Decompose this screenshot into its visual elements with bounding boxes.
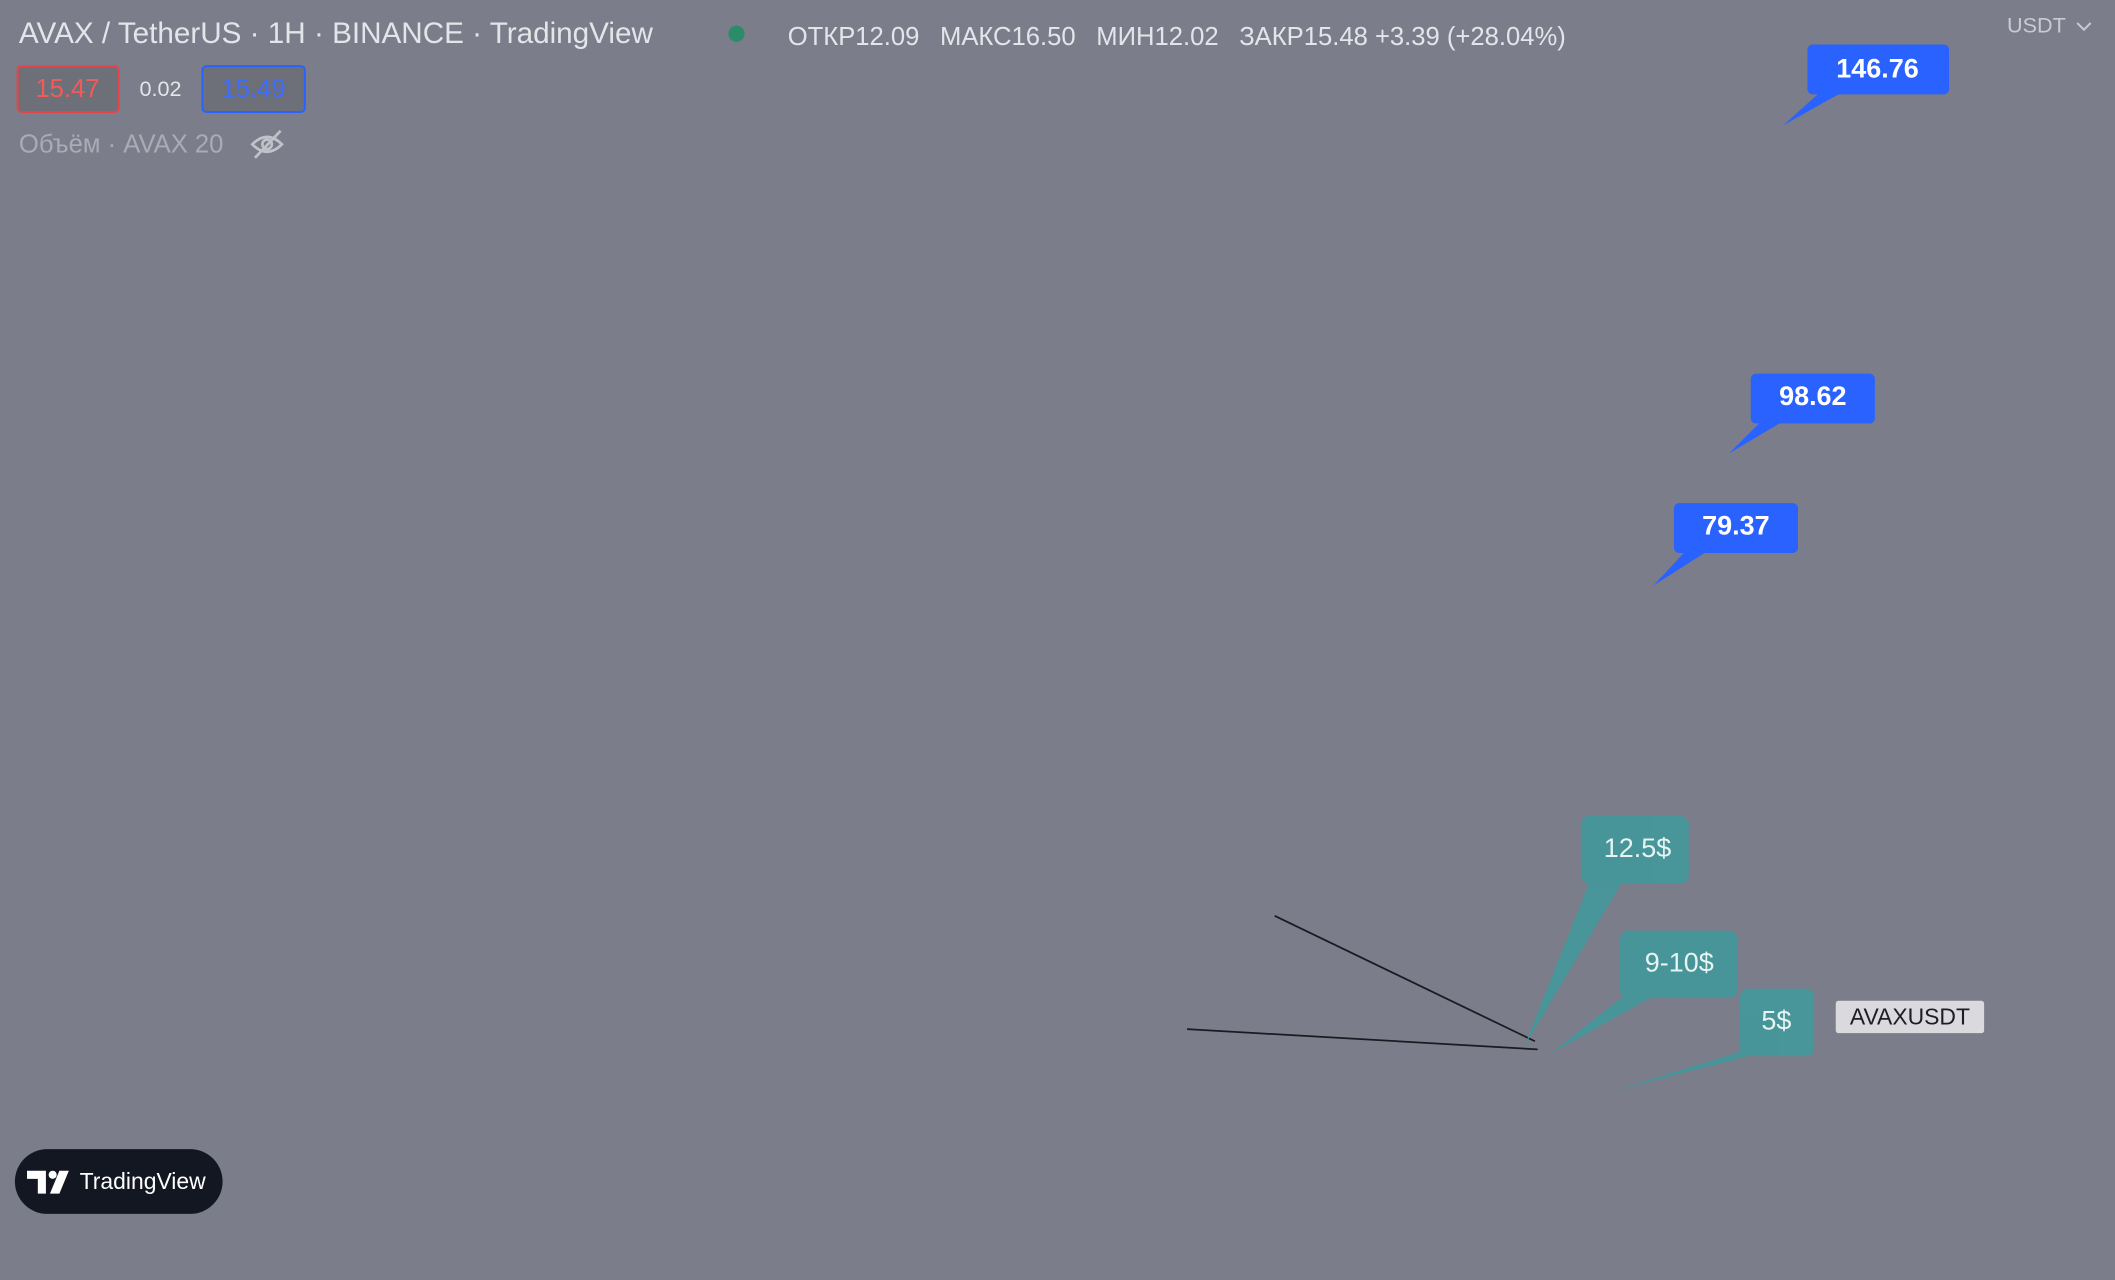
target-text: 5$ (1761, 1006, 1791, 1036)
target-text: 9-10$ (1645, 948, 1714, 978)
callout[interactable]: 146.76 (1783, 44, 1950, 126)
buy-button[interactable] (201, 65, 306, 113)
logo-text: TradingView (80, 1168, 207, 1194)
spread: 0.02 (140, 76, 182, 101)
logo[interactable] (14, 1149, 223, 1214)
volume-legend: Объём · AVAX 20 (19, 130, 223, 158)
callout-text: 146.76 (1836, 53, 1919, 83)
bid-price: 15.47 (35, 75, 99, 103)
ohlc: ОТКР12.09 МАКС16.50 МИН12.02 ЗАКР15.48 +… (788, 23, 1566, 51)
symbol-label-box (1835, 1000, 1985, 1034)
callout[interactable]: 98.62 (1729, 373, 1875, 454)
wedge-lower (1186, 1028, 1538, 1051)
ohlc-label: ОТКР (788, 23, 856, 51)
wedge-upper (1274, 915, 1536, 1043)
ohlc-label: МАКС (940, 23, 1012, 51)
symbol-title: AVAX / TetherUS · 1H · BINANCE · Trading… (19, 17, 654, 50)
ohlc-value: 12.02 (1154, 23, 1218, 51)
status-dot (728, 25, 745, 42)
ohlc-label: ЗАКР (1239, 23, 1304, 51)
eye-icon[interactable] (250, 129, 284, 159)
chevron (2076, 22, 2092, 32)
ohlc-label: МИН (1096, 23, 1154, 51)
callout-text: 79.37 (1702, 511, 1770, 541)
ask-price: 15.49 (222, 75, 286, 103)
sell-button[interactable] (16, 65, 120, 113)
callout-text: 98.62 (1779, 381, 1847, 411)
target-text: 12.5$ (1604, 833, 1672, 863)
ohlc-value: 12.09 (855, 23, 919, 51)
target-callout[interactable] (1551, 930, 1738, 1054)
ohlc-change: +3.39 (+28.04%) (1375, 23, 1566, 51)
currency-selector[interactable]: USDT (2007, 13, 2066, 38)
ohlc-value: 16.50 (1012, 23, 1076, 51)
symbol-label: AVAXUSDT (1850, 1003, 1970, 1029)
ohlc-value: 15.48 (1304, 23, 1368, 51)
target-callout[interactable] (1611, 988, 1815, 1092)
